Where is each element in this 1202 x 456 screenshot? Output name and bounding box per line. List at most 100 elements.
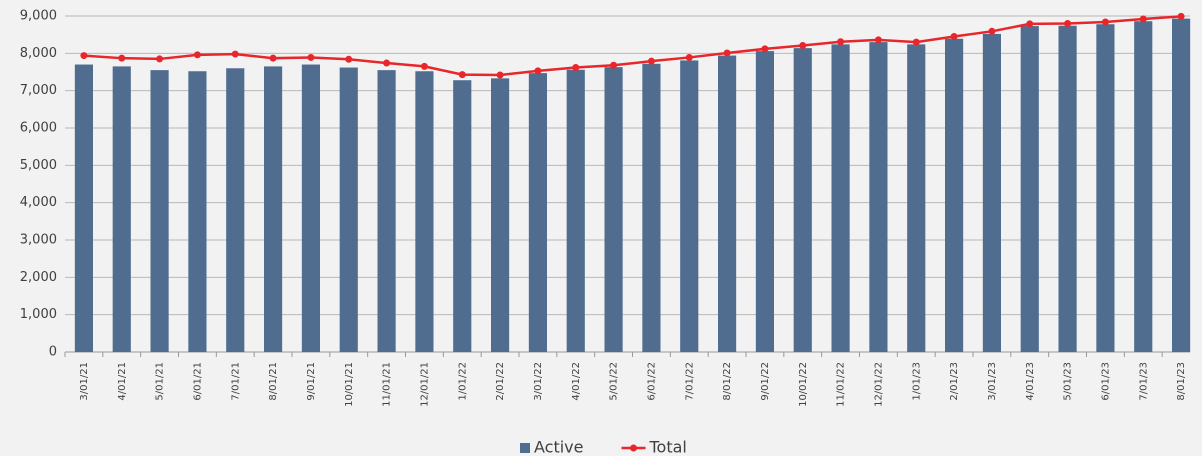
point bbox=[496, 71, 504, 79]
x-tick-label: 10/01/22 bbox=[798, 362, 809, 407]
bar bbox=[718, 55, 737, 352]
bar bbox=[1058, 25, 1077, 353]
legend-label: Active bbox=[534, 438, 584, 456]
bar bbox=[112, 66, 131, 353]
bar bbox=[1096, 24, 1115, 353]
x-tick-label: 9/01/22 bbox=[760, 362, 771, 401]
line bbox=[83, 15, 1182, 77]
y-tick-label: 5,000 bbox=[20, 158, 57, 173]
legend-swatch bbox=[630, 444, 637, 452]
x-tick-label: 3/01/21 bbox=[79, 362, 90, 401]
x-tick-label: 4/01/23 bbox=[1025, 362, 1036, 401]
bar bbox=[680, 60, 699, 352]
x-tick-label: 2/01/22 bbox=[495, 362, 506, 401]
point bbox=[307, 53, 315, 61]
bar bbox=[566, 69, 585, 352]
point bbox=[534, 67, 542, 75]
y-tick-label: 1,000 bbox=[20, 307, 57, 322]
x-tick-label: 7/01/23 bbox=[1138, 362, 1149, 401]
bar bbox=[1020, 26, 1039, 353]
x-tick-label: 1/01/22 bbox=[457, 362, 468, 401]
y-tick-label: 2,000 bbox=[20, 270, 57, 285]
point bbox=[799, 41, 807, 49]
x-tick-label: 4/01/21 bbox=[117, 362, 128, 401]
bar bbox=[264, 66, 283, 353]
y-tick-label: 0 bbox=[49, 345, 57, 360]
point bbox=[118, 54, 126, 62]
x-tick-label: 8/01/22 bbox=[722, 362, 733, 401]
y-tick-label: 9,000 bbox=[20, 9, 57, 24]
point bbox=[345, 55, 353, 63]
bar bbox=[74, 64, 93, 353]
point bbox=[912, 38, 920, 46]
x-tick-label: 4/01/22 bbox=[571, 362, 582, 401]
bar bbox=[793, 48, 812, 353]
point bbox=[383, 59, 391, 67]
x-tick-label: 10/01/21 bbox=[344, 362, 355, 407]
y-tick-label: 3,000 bbox=[20, 233, 57, 248]
x-tick-label: 3/01/22 bbox=[533, 362, 544, 401]
point bbox=[1064, 19, 1072, 27]
y-tick-label: 4,000 bbox=[20, 195, 57, 210]
x-tick-label: 6/01/21 bbox=[192, 362, 203, 401]
bar bbox=[415, 71, 434, 353]
point bbox=[685, 53, 693, 61]
bar bbox=[831, 44, 850, 353]
point bbox=[458, 71, 466, 79]
bar bbox=[642, 63, 661, 352]
legend-swatch bbox=[520, 443, 530, 453]
point bbox=[1139, 15, 1147, 23]
bar bbox=[1134, 21, 1153, 353]
bar bbox=[453, 80, 472, 353]
point bbox=[837, 38, 845, 46]
bar bbox=[491, 78, 510, 352]
bar bbox=[755, 51, 774, 353]
point bbox=[269, 54, 277, 62]
y-tick-label: 7,000 bbox=[20, 83, 57, 98]
bar bbox=[377, 70, 396, 352]
x-tick-label: 2/01/23 bbox=[949, 362, 960, 401]
point bbox=[988, 27, 996, 35]
point bbox=[950, 33, 958, 41]
x-tick-label: 5/01/21 bbox=[155, 362, 166, 401]
x-tick-label: 6/01/22 bbox=[646, 362, 657, 401]
bar bbox=[188, 71, 207, 353]
bar bbox=[869, 42, 888, 353]
x-tick-label: 1/01/23 bbox=[911, 362, 922, 401]
bar bbox=[226, 68, 245, 353]
x-tick-label: 9/01/21 bbox=[306, 362, 317, 401]
bar bbox=[907, 44, 926, 353]
point bbox=[193, 51, 201, 59]
x-tick-label: 8/01/23 bbox=[1176, 362, 1187, 401]
point bbox=[231, 50, 239, 58]
bar bbox=[150, 70, 169, 352]
point bbox=[874, 36, 882, 44]
x-tick-label: 8/01/21 bbox=[268, 362, 279, 401]
x-tick-label: 6/01/23 bbox=[1100, 362, 1111, 401]
point bbox=[420, 62, 428, 70]
bar bbox=[1172, 18, 1191, 352]
point bbox=[1177, 12, 1185, 20]
point bbox=[80, 52, 88, 60]
point bbox=[1026, 20, 1034, 28]
y-tick-label: 6,000 bbox=[20, 121, 57, 136]
point bbox=[1101, 18, 1109, 26]
x-tick-label: 11/01/22 bbox=[836, 362, 847, 407]
x-tick-label: 11/01/21 bbox=[382, 362, 393, 407]
y-tick-label: 8,000 bbox=[20, 46, 57, 61]
point bbox=[610, 61, 618, 69]
point bbox=[647, 57, 655, 65]
bar bbox=[301, 64, 320, 353]
point bbox=[572, 64, 580, 72]
x-tick-label: 7/01/21 bbox=[230, 362, 241, 401]
bar bbox=[945, 38, 964, 352]
point bbox=[723, 49, 731, 57]
bar bbox=[604, 67, 623, 352]
x-tick-label: 12/01/21 bbox=[419, 362, 430, 407]
x-tick-label: 7/01/22 bbox=[684, 362, 695, 401]
bar bbox=[339, 67, 358, 353]
x-tick-label: 12/01/22 bbox=[873, 362, 884, 407]
point bbox=[156, 55, 164, 63]
bar bbox=[982, 33, 1001, 353]
